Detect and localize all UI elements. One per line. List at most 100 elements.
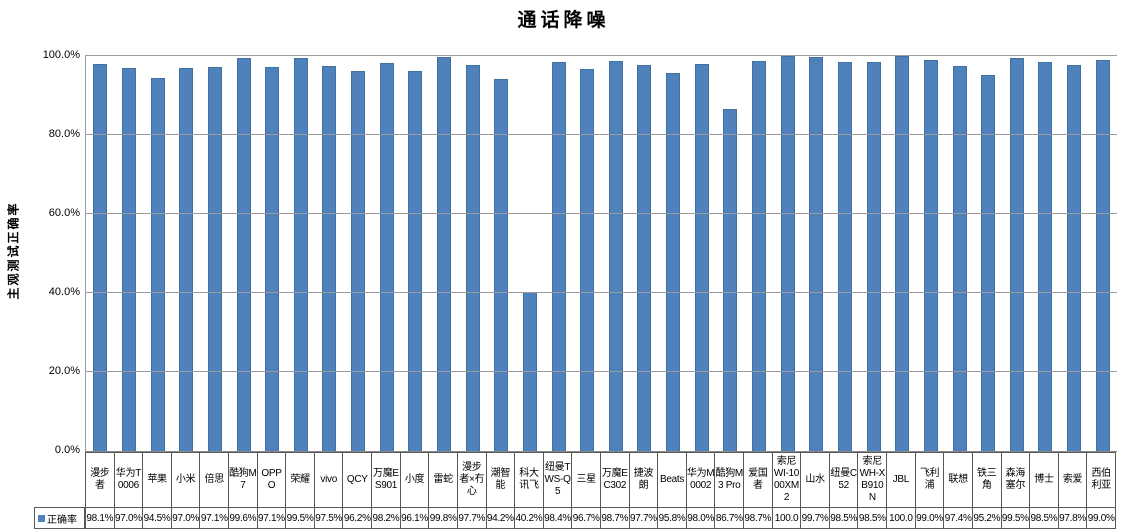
value-cell: 97.4% xyxy=(944,508,973,529)
bar-column xyxy=(344,56,373,451)
bar xyxy=(837,61,852,451)
bar xyxy=(1067,64,1082,451)
y-axis-tick: 0.0% xyxy=(54,444,80,456)
bar-column xyxy=(573,56,602,451)
bar-column xyxy=(315,56,344,451)
value-cell: 99.8% xyxy=(429,508,458,529)
bar xyxy=(952,66,967,451)
category-cell: 博士 xyxy=(1030,453,1059,508)
value-cell: 98.0% xyxy=(686,508,716,529)
category-cell: 华为T0006 xyxy=(114,453,144,508)
category-cell: 三星 xyxy=(572,453,601,508)
bar xyxy=(465,65,480,451)
category-cell: 纽曼C52 xyxy=(829,453,859,508)
value-cell: 95.2% xyxy=(972,508,1002,529)
bar-column xyxy=(372,56,401,451)
y-axis-tick: 20.0% xyxy=(48,365,80,377)
bar-column xyxy=(974,56,1003,451)
value-cell: 97.0% xyxy=(114,508,144,529)
bar-column xyxy=(115,56,144,451)
bar xyxy=(179,67,194,451)
value-cell: 98.5% xyxy=(858,508,888,529)
value-cell: 97.5% xyxy=(314,508,344,529)
bar-column xyxy=(802,56,831,451)
category-cell: 倍思 xyxy=(200,453,230,508)
bar xyxy=(265,67,280,451)
value-cell: 99.0% xyxy=(1087,508,1116,529)
category-cell: 华为M0002 xyxy=(686,453,716,508)
value-cell: 94.5% xyxy=(143,508,172,529)
category-cell: 漫步者 xyxy=(86,453,115,508)
bar xyxy=(551,62,566,451)
value-cell: 98.4% xyxy=(543,508,573,529)
bar-column xyxy=(630,56,659,451)
bar xyxy=(351,71,366,451)
value-cell: 97.7% xyxy=(629,508,659,529)
value-cell: 96.2% xyxy=(343,508,373,529)
category-cell: 索尼WI-1000XM2 xyxy=(772,453,802,508)
bar-column xyxy=(86,56,115,451)
bar-column xyxy=(745,56,774,451)
category-cell: 小米 xyxy=(171,453,201,508)
bar-column xyxy=(544,56,573,451)
category-table: 漫步者 华为T0006 苹果 小米 倍思 酷狗M7 OPPO 荣耀 vivo QCY 万魔ES901… xyxy=(85,452,1116,529)
value-cell: 96.7% xyxy=(572,508,601,529)
value-cell: 97.8% xyxy=(1058,508,1088,529)
legend-label: 正确率 xyxy=(47,514,77,526)
category-cell: Beats xyxy=(658,453,687,508)
category-cell: 万魔ES901 xyxy=(372,453,401,508)
gridline xyxy=(86,371,1117,372)
bar xyxy=(437,56,451,451)
category-cell: JBL xyxy=(887,453,916,508)
value-cell: 94.2% xyxy=(486,508,516,529)
bar xyxy=(981,74,996,451)
bar xyxy=(780,56,795,451)
category-cell: 雷蛇 xyxy=(429,453,458,508)
bar-column xyxy=(831,56,860,451)
bar-column xyxy=(1003,56,1032,451)
bar xyxy=(1009,57,1024,451)
category-cell: 联想 xyxy=(944,453,973,508)
bar xyxy=(866,61,881,451)
bar-column xyxy=(201,56,230,451)
bar-column xyxy=(458,56,487,451)
value-cell: 98.7% xyxy=(744,508,773,529)
bar-column xyxy=(659,56,688,451)
bar xyxy=(694,63,709,451)
value-cell: 99.7% xyxy=(801,508,830,529)
bar xyxy=(895,56,910,451)
bar xyxy=(379,63,394,451)
category-cell: 万魔EC302 xyxy=(600,453,630,508)
category-cell: 苹果 xyxy=(143,453,172,508)
bar xyxy=(809,57,824,451)
value-cell: 100.0 xyxy=(772,508,802,529)
value-cell: 97.1% xyxy=(200,508,230,529)
bar-column xyxy=(401,56,430,451)
value-cell: 99.5% xyxy=(286,508,315,529)
bar xyxy=(1038,61,1053,451)
bar xyxy=(923,59,938,451)
category-cell: 酷狗M7 xyxy=(229,453,258,508)
legend-key: 正确率 xyxy=(34,507,85,529)
bar-column xyxy=(602,56,631,451)
value-cell: 96.1% xyxy=(400,508,430,529)
bar-column xyxy=(773,56,802,451)
bar-column xyxy=(716,56,745,451)
bar-column xyxy=(1088,56,1117,451)
bar-column xyxy=(172,56,201,451)
bar xyxy=(121,67,136,451)
value-cell: 40.2% xyxy=(515,508,544,529)
bars xyxy=(86,56,1117,451)
category-cell: 山水 xyxy=(801,453,830,508)
category-cell: 爱国者 xyxy=(744,453,773,508)
category-cell: vivo xyxy=(314,453,344,508)
value-cell: 98.2% xyxy=(372,508,401,529)
category-cell: 小度 xyxy=(400,453,430,508)
bar xyxy=(1095,59,1110,451)
value-cell: 100.0 xyxy=(887,508,916,529)
value-cell: 97.1% xyxy=(257,508,287,529)
value-cell: 98.1% xyxy=(86,508,115,529)
bar-column xyxy=(286,56,315,451)
category-cell: 索尼WH-XB910N xyxy=(858,453,888,508)
